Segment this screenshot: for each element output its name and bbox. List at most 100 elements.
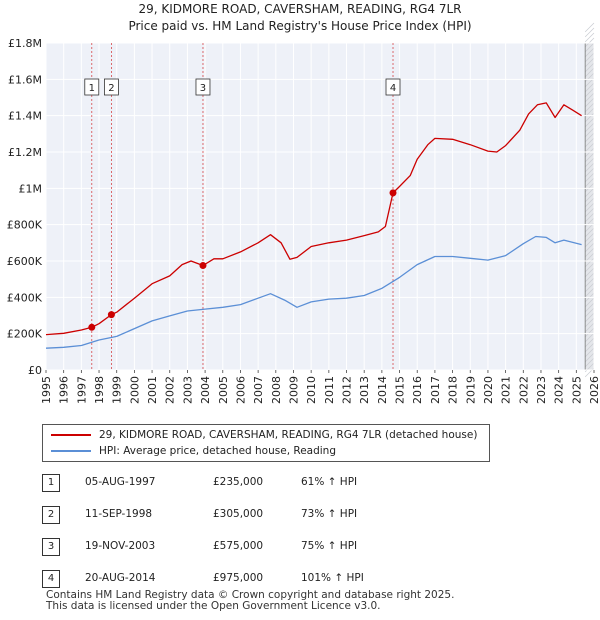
x-tick-label: 2021 — [500, 376, 513, 404]
legend-swatch-hpi — [51, 450, 91, 452]
x-tick-label: 2018 — [447, 376, 460, 404]
sale-point — [107, 311, 115, 319]
forecast-hatch — [584, 342, 595, 353]
forecast-hatch — [584, 237, 595, 248]
forecast-region — [585, 43, 594, 370]
footer: Contains HM Land Registry data © Crown c… — [46, 590, 454, 612]
forecast-hatch — [584, 187, 595, 198]
forecast-hatch — [584, 332, 595, 343]
forecast-hatch — [584, 282, 595, 293]
x-tick-label: 2004 — [199, 376, 212, 404]
sale-label-box — [104, 78, 119, 96]
forecast-hatch — [584, 167, 595, 178]
forecast-hatch — [584, 182, 595, 193]
y-tick-label: £1.6M — [8, 73, 42, 86]
forecast-hatch — [584, 62, 595, 73]
sale-hpi-diff: 75% ↑ HPI — [301, 540, 358, 552]
sale-row: 3 19-NOV-2003 £575,000 75% ↑ HPI — [42, 538, 402, 570]
legend-label-property: 29, KIDMORE ROAD, CAVERSHAM, READING, RG… — [99, 429, 478, 441]
x-tick-label: 2000 — [128, 376, 141, 404]
forecast-hatch — [584, 92, 595, 103]
forecast-hatch — [584, 67, 595, 78]
series-line-property — [45, 102, 582, 336]
y-tick-label: £1.2M — [8, 146, 42, 159]
forecast-hatch — [584, 27, 595, 38]
x-tick-label: 1996 — [58, 376, 71, 404]
forecast-hatch — [584, 42, 595, 53]
forecast-hatch — [584, 72, 595, 83]
plot-background — [46, 43, 594, 370]
footer-copyright: Contains HM Land Registry data © Crown c… — [46, 589, 455, 601]
forecast-hatch — [584, 177, 595, 188]
forecast-hatch — [584, 287, 595, 298]
forecast-hatch — [584, 307, 595, 318]
sale-point — [88, 323, 96, 331]
sale-marker: 2 — [42, 506, 60, 524]
sale-row: 1 05-AUG-1997 £235,000 61% ↑ HPI — [42, 474, 402, 506]
x-tick-label: 2019 — [464, 376, 477, 404]
sale-label: 3 — [200, 83, 206, 94]
forecast-hatch — [584, 262, 595, 273]
forecast-hatch — [584, 272, 595, 283]
x-tick-label: 2022 — [517, 376, 530, 404]
forecast-hatch — [584, 112, 595, 123]
x-tick-label: 2008 — [270, 376, 283, 404]
forecast-hatch — [584, 157, 595, 168]
forecast-hatch — [584, 87, 595, 98]
x-tick-label: 2023 — [535, 376, 548, 404]
x-tick-label: 2014 — [376, 376, 389, 404]
forecast-hatch — [584, 317, 595, 328]
forecast-hatch — [584, 32, 595, 43]
sale-label-box — [84, 78, 100, 96]
forecast-hatch — [584, 302, 595, 313]
x-tick-label: 2005 — [217, 376, 230, 404]
forecast-hatch — [584, 152, 595, 163]
x-tick-label: 2001 — [146, 376, 159, 404]
sale-marker: 1 — [42, 474, 60, 492]
chart-title: 29, KIDMORE ROAD, CAVERSHAM, READING, RG… — [138, 2, 462, 16]
x-tick-label: 2006 — [234, 376, 247, 404]
forecast-hatch — [584, 247, 595, 258]
sale-row: 4 20-AUG-2014 £975,000 101% ↑ HPI — [42, 570, 402, 602]
forecast-hatch — [584, 117, 595, 128]
forecast-hatch — [584, 212, 595, 223]
sale-date: 19-NOV-2003 — [85, 540, 156, 552]
sale-label: 4 — [390, 83, 396, 94]
forecast-hatch — [584, 267, 595, 278]
footer-licence: This data is licensed under the Open Gov… — [46, 600, 381, 612]
y-tick-label: £1M — [19, 182, 43, 195]
x-tick-label: 2002 — [164, 376, 177, 404]
x-tick-label: 1999 — [111, 376, 124, 404]
forecast-hatch — [584, 82, 595, 93]
sale-label-box — [195, 78, 211, 96]
legend-swatch-property — [51, 434, 91, 436]
forecast-hatch — [584, 312, 595, 323]
sales-table: 1 05-AUG-1997 £235,000 61% ↑ HPI 2 11-SE… — [42, 474, 402, 602]
forecast-hatch — [584, 37, 595, 48]
x-tick-label: 2024 — [553, 376, 566, 404]
forecast-hatch — [584, 142, 595, 153]
x-tick-label: 2017 — [429, 376, 442, 404]
forecast-hatch — [584, 97, 595, 108]
sale-row: 2 11-SEP-1998 £305,000 73% ↑ HPI — [42, 506, 402, 538]
forecast-hatch — [584, 327, 595, 338]
forecast-hatch — [584, 242, 595, 253]
forecast-hatch — [584, 337, 595, 348]
x-tick-label: 2007 — [252, 376, 265, 404]
sale-price: £575,000 — [213, 540, 264, 552]
forecast-hatch — [584, 132, 595, 143]
sale-hpi-diff: 73% ↑ HPI — [301, 508, 358, 520]
forecast-hatch — [584, 347, 595, 358]
sale-date: 20-AUG-2014 — [85, 572, 156, 584]
y-tick-label: £600K — [7, 255, 43, 268]
sale-point — [389, 189, 397, 197]
forecast-hatch — [584, 52, 595, 63]
forecast-hatch — [584, 277, 595, 288]
y-tick-label: £400K — [7, 291, 43, 304]
series-line-hpi — [45, 235, 582, 349]
forecast-hatch — [584, 227, 595, 238]
y-tick-label: £200K — [7, 328, 43, 341]
x-tick-label: 2013 — [358, 376, 371, 404]
sale-price: £235,000 — [213, 476, 264, 488]
forecast-hatch — [584, 172, 595, 183]
